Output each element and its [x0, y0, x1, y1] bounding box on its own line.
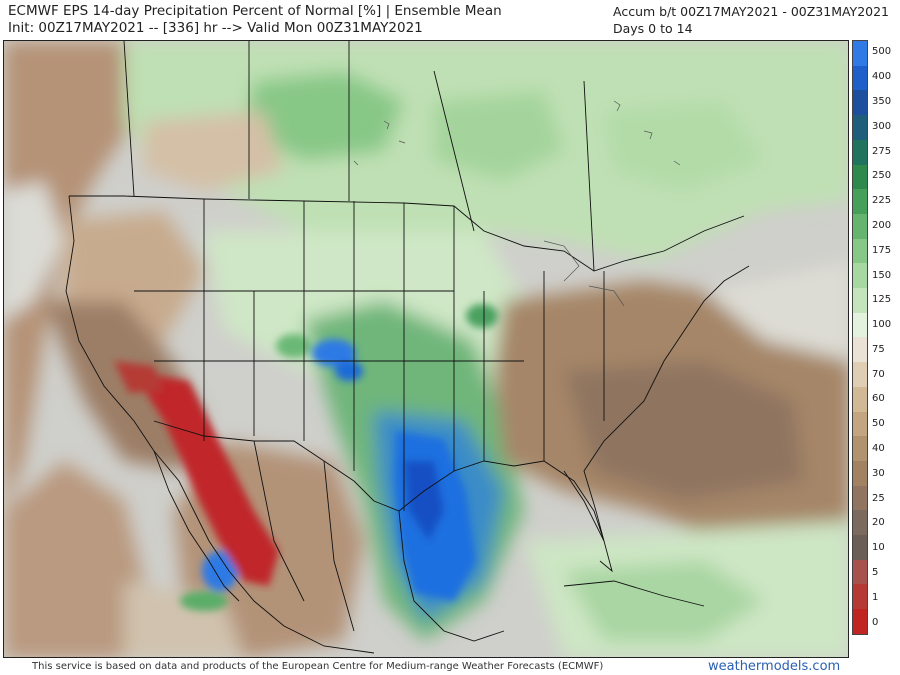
- colorbar-label: 50: [872, 418, 885, 430]
- ecmwf-credit: This service is based on data and produc…: [32, 661, 604, 672]
- colorbar-segment: [853, 510, 867, 536]
- colorbar-labels: 500 400 350 300 275 250 225 200 175 150 125 100 75 70…: [869, 40, 899, 635]
- colorbar-label: 250: [872, 170, 892, 182]
- colorbar-segment: [853, 337, 867, 363]
- colorbar-segment: [853, 436, 867, 461]
- colorbar-segment: [853, 288, 867, 313]
- colorbar-segment: [853, 238, 867, 264]
- colorbar-label: 175: [872, 244, 892, 256]
- colorbar-label: 5: [872, 567, 879, 579]
- chart-header: ECMWF EPS 14-day Precipitation Percent o…: [8, 3, 502, 37]
- colorbar-segment: [853, 41, 867, 66]
- colorbar-label: 25: [872, 492, 885, 504]
- colorbar: [852, 40, 868, 635]
- colorbar-segment: [853, 584, 867, 610]
- days-range: Days 0 to 14: [613, 21, 693, 36]
- colorbar-label: 350: [872, 95, 892, 107]
- colorbar-segment: [853, 312, 867, 338]
- colorbar-label: 150: [872, 269, 892, 281]
- colorbar-segment: [853, 485, 867, 511]
- colorbar-label: 225: [872, 195, 892, 207]
- accum-period: Accum b/t 00Z17MAY2021 - 00Z31MAY2021: [613, 4, 890, 19]
- brand-link[interactable]: weathermodels.com: [708, 659, 841, 674]
- colorbar-label: 30: [872, 467, 885, 479]
- colorbar-label: 125: [872, 294, 892, 306]
- colorbar-label: 300: [872, 120, 892, 132]
- colorbar-label: 275: [872, 145, 892, 157]
- colorbar-label: 0: [872, 616, 879, 628]
- colorbar-label: 40: [872, 443, 885, 455]
- accumulation-info: Accum b/t 00Z17MAY2021 - 00Z31MAY2021 Da…: [613, 3, 889, 37]
- political-boundaries: [65, 41, 750, 654]
- map-canvas: [4, 41, 848, 657]
- colorbar-label: 500: [872, 46, 892, 58]
- colorbar-segment: [853, 535, 867, 560]
- colorbar-segment: [853, 115, 867, 140]
- colorbar-segment: [853, 263, 867, 289]
- lakes: [353, 100, 681, 307]
- colorbar-segment: [853, 139, 867, 165]
- chart-title: ECMWF EPS 14-day Precipitation Percent o…: [8, 3, 502, 19]
- colorbar-label: 200: [872, 219, 892, 231]
- colorbar-segment: [853, 90, 867, 116]
- colorbar-segment: [853, 609, 867, 634]
- colorbar-segment: [853, 362, 867, 387]
- precip-extremes: [114, 304, 498, 611]
- colorbar-segment: [853, 411, 867, 437]
- init-valid-line: Init: 00Z17MAY2021 -- [336] hr --> Valid…: [8, 20, 423, 36]
- colorbar-segment: [853, 189, 867, 214]
- colorbar-segment: [853, 386, 867, 412]
- colorbar-label: 1: [872, 591, 879, 603]
- colorbar-label: 400: [872, 71, 892, 83]
- colorbar-segment: [853, 164, 867, 190]
- colorbar-label: 75: [872, 343, 885, 355]
- colorbar-label: 20: [872, 517, 885, 529]
- colorbar-segment: [853, 65, 867, 91]
- colorbar-label: 10: [872, 542, 885, 554]
- colorbar-label: 60: [872, 393, 885, 405]
- colorbar-segment: [853, 460, 867, 486]
- colorbar-label: 70: [872, 368, 885, 380]
- precipitation-map[interactable]: [3, 40, 849, 658]
- colorbar-label: 100: [872, 319, 892, 331]
- colorbar-segment: [853, 213, 867, 239]
- colorbar-segment: [853, 559, 867, 585]
